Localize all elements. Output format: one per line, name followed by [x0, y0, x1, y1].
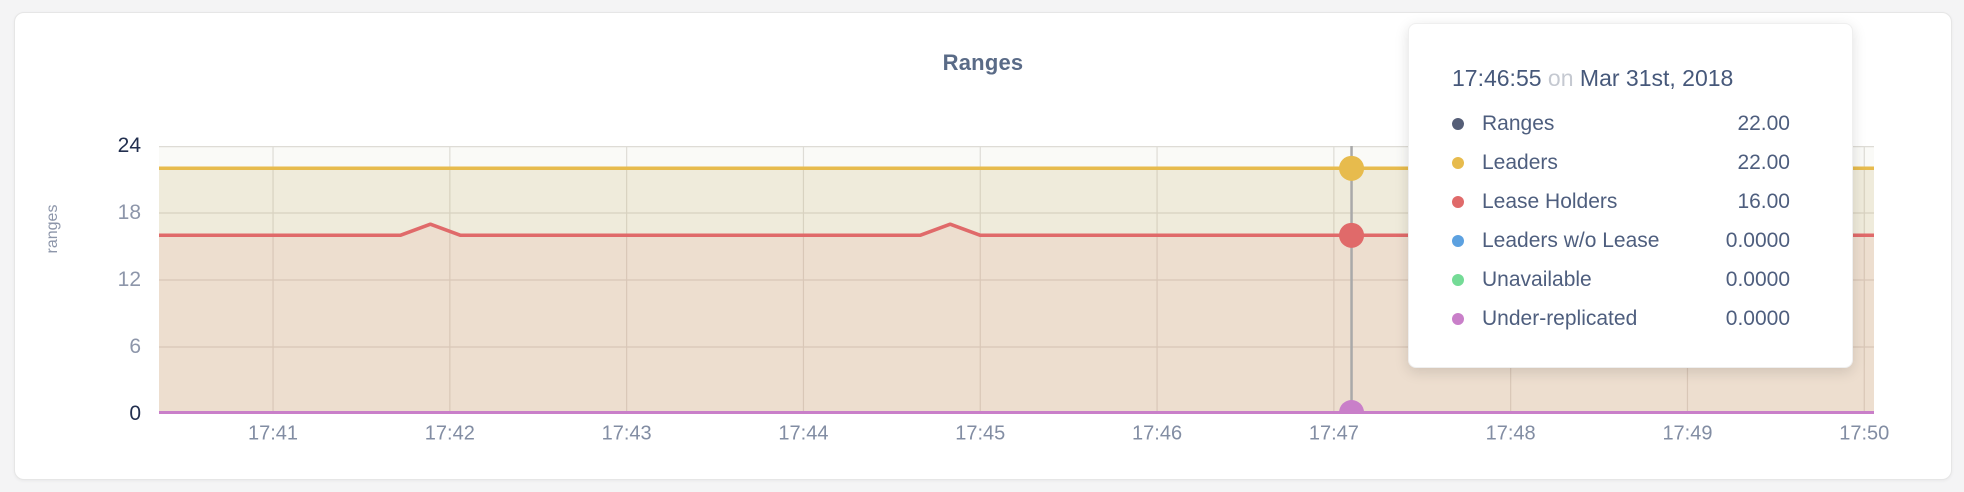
- series-value: 0.0000: [1725, 267, 1790, 291]
- tooltip-legend-row: Lease Holders 16.00: [1452, 182, 1790, 221]
- crosshair-dot-under-replicated: [1339, 400, 1365, 414]
- x-axis-tick: 17:43: [601, 422, 652, 445]
- x-axis-tick: 17:44: [778, 422, 829, 445]
- series-color-dot: [1452, 273, 1464, 286]
- x-axis-tick: 17:46: [1132, 422, 1183, 445]
- y-axis-tick: 12: [117, 268, 141, 291]
- y-axis-label: ranges: [44, 204, 61, 254]
- series-color-dot: [1452, 195, 1464, 208]
- tooltip-legend: Ranges 22.00 Leaders 22.00 Lease Holders 16.0…: [1452, 104, 1790, 338]
- x-axis-tick: 17:49: [1662, 422, 1713, 445]
- x-axis-tick: 17:48: [1485, 422, 1536, 445]
- series-value: 0.0000: [1725, 306, 1790, 330]
- series-color-dot: [1452, 234, 1464, 247]
- x-axis-tick: 17:42: [424, 422, 475, 445]
- tooltip-header: 17:46:55 on Mar 31st, 2018: [1452, 64, 1790, 92]
- tooltip-date: Mar 31st, 2018: [1579, 65, 1734, 91]
- chart-tooltip: 17:46:55 on Mar 31st, 2018 Ranges 22.00 Le…: [1408, 23, 1853, 368]
- tooltip-legend-row: Under-replicated 0.0000: [1452, 299, 1790, 338]
- x-axis-tick: 17:45: [955, 422, 1006, 445]
- series-value: 16.00: [1737, 189, 1790, 213]
- y-axis-tick: 24: [117, 134, 141, 157]
- crosshair-dot-leaders: [1339, 155, 1365, 181]
- series-value: 22.00: [1737, 111, 1790, 135]
- series-label: Unavailable: [1482, 267, 1592, 291]
- tooltip-legend-row: Leaders w/o Lease 0.0000: [1452, 221, 1790, 260]
- y-axis-tick: 6: [129, 335, 141, 358]
- tooltip-time: 17:46:55: [1452, 65, 1542, 91]
- y-axis-tick: 0: [129, 402, 141, 425]
- tooltip-on-word: on: [1547, 65, 1574, 91]
- series-label: Leaders: [1482, 150, 1558, 174]
- x-axis-tick: 17:50: [1839, 422, 1890, 445]
- series-label: Ranges: [1482, 111, 1555, 135]
- series-label: Leaders w/o Lease: [1482, 228, 1660, 252]
- series-label: Under-replicated: [1482, 306, 1638, 330]
- tooltip-legend-row: Ranges 22.00: [1452, 104, 1790, 143]
- series-color-dot: [1452, 117, 1464, 130]
- tooltip-legend-row: Unavailable 0.0000: [1452, 260, 1790, 299]
- series-label: Lease Holders: [1482, 189, 1618, 213]
- tooltip-legend-row: Leaders 22.00: [1452, 143, 1790, 182]
- series-value: 22.00: [1737, 150, 1790, 174]
- series-color-dot: [1452, 312, 1464, 325]
- series-line-lease-holders: [159, 222, 1874, 238]
- series-color-dot: [1452, 156, 1464, 169]
- series-value: 0.0000: [1725, 228, 1790, 252]
- x-axis-tick: 17:47: [1308, 422, 1359, 445]
- x-axis-tick: 17:41: [248, 422, 299, 445]
- chart-title: Ranges: [942, 50, 1024, 75]
- y-axis-tick: 18: [117, 201, 141, 224]
- chart-card: Ranges ranges 17:46:55 on Mar 31st, 2018…: [14, 12, 1952, 480]
- crosshair-dot-lease-holders: [1339, 222, 1365, 248]
